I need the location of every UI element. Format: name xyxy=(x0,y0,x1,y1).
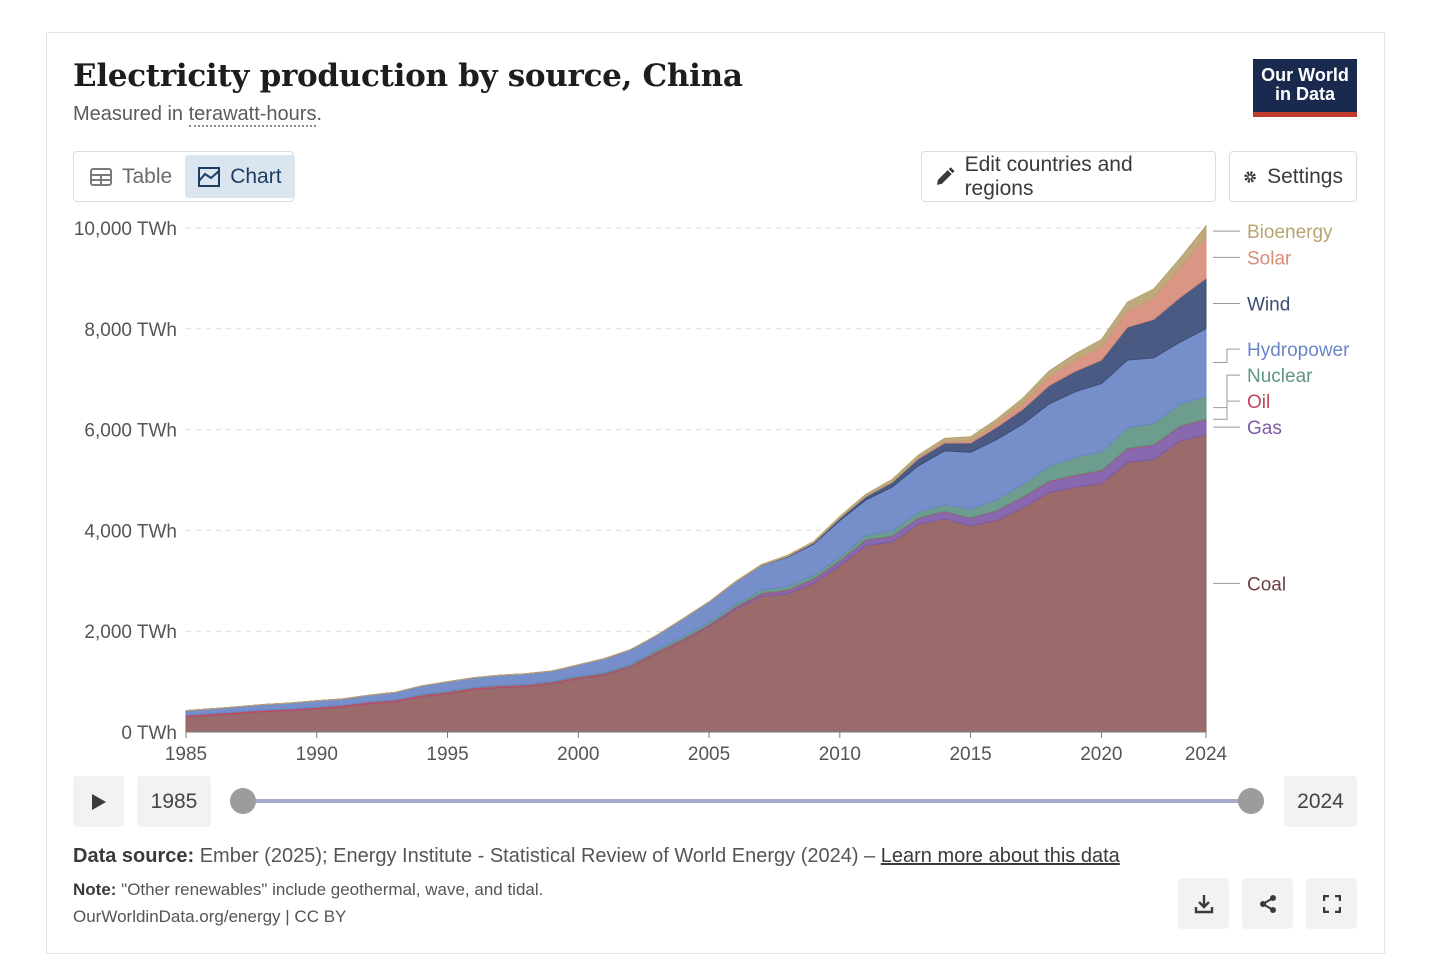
chart-subtitle: Measured in terawatt-hours. xyxy=(73,103,323,127)
legend-label-wind: Wind xyxy=(1247,294,1290,315)
y-tick-label: 0 TWh xyxy=(121,723,177,744)
settings-button[interactable]: Settings xyxy=(1229,151,1357,202)
owid-logo[interactable]: Our World in Data xyxy=(1253,59,1357,117)
share-icon xyxy=(1259,894,1276,913)
x-tick-label: 1995 xyxy=(426,744,468,765)
view-tabs: Table Chart xyxy=(73,151,295,202)
legend-connector xyxy=(1213,400,1240,420)
y-tick-label: 8,000 TWh xyxy=(84,320,177,341)
legend-label-coal: Coal xyxy=(1247,574,1286,595)
y-tick-label: 10,000 TWh xyxy=(74,219,177,240)
note: Note: "Other renewables" include geother… xyxy=(73,880,543,900)
legend-label-nuclear: Nuclear xyxy=(1247,366,1313,387)
note-text: "Other renewables" include geothermal, w… xyxy=(116,880,544,899)
y-tick-label: 4,000 TWh xyxy=(84,521,177,542)
legend-connector xyxy=(1213,348,1240,363)
x-tick-label: 1990 xyxy=(296,744,338,765)
end-year-label[interactable]: 2024 xyxy=(1284,776,1357,827)
chart-icon xyxy=(198,166,221,187)
legend-connector xyxy=(1213,374,1240,409)
tab-chart[interactable]: Chart xyxy=(185,155,295,198)
edit-countries-button[interactable]: Edit countries and regions xyxy=(921,151,1216,202)
note-label: Note: xyxy=(73,880,117,899)
x-tick-label: 2020 xyxy=(1080,744,1122,765)
stacked-area-chart: 0 TWh 2,000 TWh 4,000 TWh 6,000 TWh 8,000 TW… xyxy=(74,219,1350,765)
edit-countries-label: Edit countries and regions xyxy=(964,152,1133,200)
y-tick-label: 6,000 TWh xyxy=(84,421,177,442)
legend-label-gas: Gas xyxy=(1247,418,1282,439)
credit: OurWorldinData.org/energy | CC BY xyxy=(73,907,347,926)
tab-table[interactable]: Table xyxy=(77,155,185,198)
legend-label-hydropower: Hydropower xyxy=(1247,340,1350,361)
download-icon xyxy=(1194,894,1213,913)
chart-title: Electricity production by source, China xyxy=(73,58,743,94)
x-tick-label: 2010 xyxy=(819,744,861,765)
tab-chart-label: Chart xyxy=(230,164,282,188)
source-text: Ember (2025); Energy Institute - Statist… xyxy=(194,845,881,867)
start-year-label[interactable]: 1985 xyxy=(137,776,211,827)
tab-table-label: Table xyxy=(122,164,173,188)
gear-icon xyxy=(1244,170,1256,183)
timeline-start-handle[interactable] xyxy=(230,788,256,814)
legend-label-bioenergy: Bioenergy xyxy=(1247,222,1333,243)
source-label: Data source: xyxy=(73,845,195,867)
fullscreen-button[interactable] xyxy=(1306,878,1357,929)
area-bioenergy xyxy=(185,224,1207,712)
timeline-end-handle[interactable] xyxy=(1238,788,1264,814)
fullscreen-icon xyxy=(1322,894,1341,913)
x-tick-label: 2000 xyxy=(557,744,599,765)
logo-line-1: Our World xyxy=(1261,65,1349,85)
unit-link[interactable]: terawatt-hours xyxy=(188,103,317,127)
pencil-icon xyxy=(936,166,955,185)
logo-line-2: in Data xyxy=(1274,84,1335,104)
subtitle-prefix: Measured in xyxy=(73,103,189,125)
timeline-track[interactable] xyxy=(243,799,1251,803)
legend-label-oil: Oil xyxy=(1247,392,1270,413)
legend-label-solar: Solar xyxy=(1247,248,1292,269)
x-tick-label: 1985 xyxy=(165,744,207,765)
settings-label: Settings xyxy=(1267,164,1343,188)
x-tick-label: 2005 xyxy=(688,744,730,765)
y-tick-label: 2,000 TWh xyxy=(84,622,177,643)
learn-more-link[interactable]: Learn more about this data xyxy=(880,845,1120,867)
subtitle-suffix: . xyxy=(316,103,323,125)
data-source: Data source: Ember (2025); Energy Instit… xyxy=(73,845,1120,868)
table-icon xyxy=(90,167,112,186)
share-button[interactable] xyxy=(1242,878,1293,929)
x-tick-label: 2024 xyxy=(1185,744,1228,765)
x-tick-label: 2015 xyxy=(949,744,991,765)
play-button[interactable] xyxy=(73,776,124,827)
play-icon xyxy=(91,793,106,810)
download-button[interactable] xyxy=(1178,878,1229,929)
